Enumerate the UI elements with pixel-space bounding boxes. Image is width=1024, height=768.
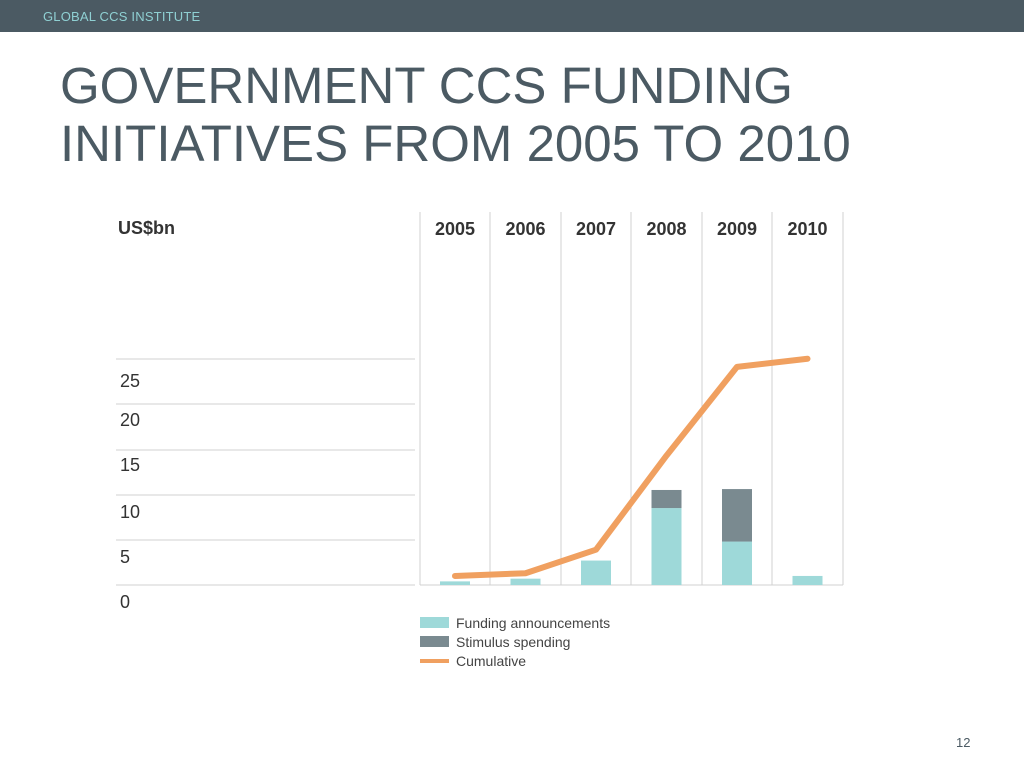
y-tick-label: 5 (120, 547, 130, 567)
slide-title-line-2: INITIATIVES FROM 2005 TO 2010 (60, 115, 851, 172)
org-name: GLOBAL CCS INSTITUTE (43, 9, 201, 24)
bar-funding (440, 581, 470, 585)
bar-stimulus (722, 489, 752, 542)
y-tick-label: 20 (120, 410, 140, 430)
page-number: 12 (956, 735, 971, 750)
slide-title-line-1: GOVERNMENT CCS FUNDING (60, 57, 793, 114)
x-tick-label: 2009 (717, 219, 757, 239)
y-tick-label: 10 (120, 502, 140, 522)
x-tick-label: 2006 (505, 219, 545, 239)
legend-swatch-cumulative (420, 658, 449, 663)
legend-item-funding: Funding announcements (420, 613, 610, 632)
legend-label-funding: Funding announcements (456, 614, 611, 631)
bar-funding (722, 541, 752, 585)
chart-legend: Funding announcements Stimulus spending … (420, 613, 610, 670)
x-tick-label: 2005 (435, 219, 475, 239)
cumulative-line (452, 355, 811, 579)
bar-funding (510, 578, 541, 585)
legend-label-cumulative: Cumulative (456, 652, 527, 669)
bar-stimulus (651, 489, 682, 509)
y-tick-label: 15 (120, 455, 140, 475)
y-axis-unit-label: US$bn (118, 218, 176, 238)
legend-item-stimulus: Stimulus spending (420, 632, 610, 651)
bar-funding (581, 560, 611, 585)
y-tick-label: 25 (120, 371, 140, 391)
x-tick-label: 2008 (646, 219, 686, 239)
bar-funding (792, 575, 823, 585)
header-bar: GLOBAL CCS INSTITUTE (0, 0, 1024, 32)
legend-swatch-funding (420, 617, 449, 628)
slide-title: GOVERNMENT CCS FUNDING INITIATIVES FROM … (60, 57, 960, 173)
y-tick-label: 0 (120, 592, 130, 612)
x-tick-label: 2010 (787, 219, 827, 239)
x-tick-label: 2007 (576, 219, 616, 239)
legend-label-stimulus: Stimulus spending (456, 633, 571, 650)
legend-item-cumulative: Cumulative (420, 651, 610, 670)
bar-funding (651, 508, 682, 585)
legend-swatch-stimulus (420, 636, 449, 647)
funding-chart: 0 5 10 15 20 25 2005 2006 2007 2008 2009 2010 (116, 212, 844, 612)
